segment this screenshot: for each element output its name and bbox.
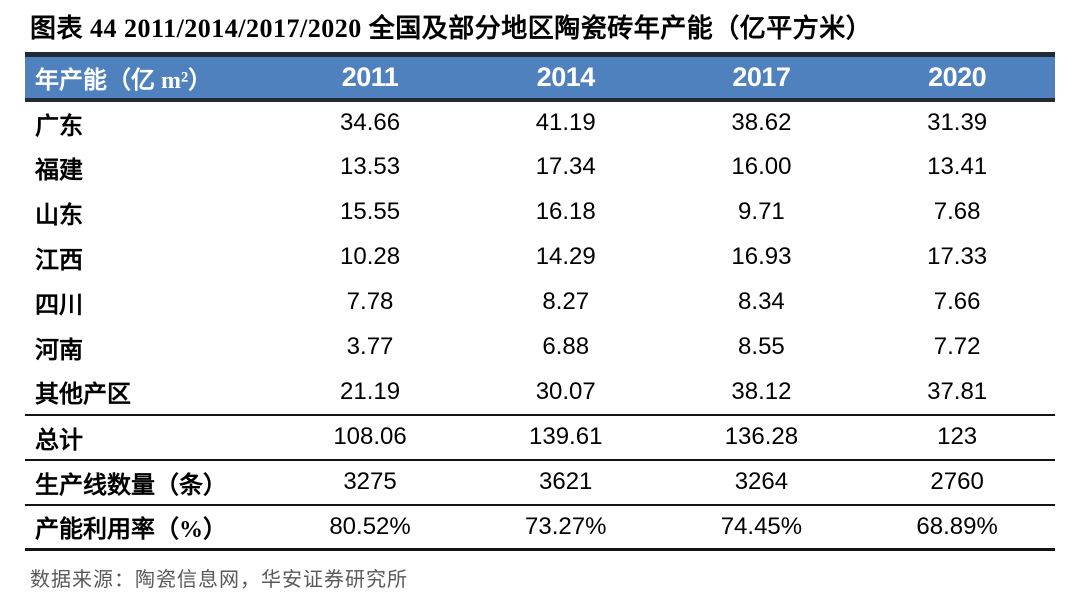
value-cell: 14.29 <box>535 243 596 270</box>
value-cell: 6.88 <box>542 333 590 360</box>
value-cell: 8.27 <box>542 288 590 315</box>
header-cell-2011: 2011 <box>272 52 468 102</box>
table-row-jiangxi: 江西 10.28 14.29 16.93 17.33 <box>25 235 1055 280</box>
value-cell: 8.55 <box>738 333 785 360</box>
region-label: 其他产区 <box>35 382 131 408</box>
value-cell: 8.34 <box>738 288 785 315</box>
value-cell: 34.66 <box>340 109 401 136</box>
value-cell: 2760 <box>859 458 1055 505</box>
region-label: 广东 <box>35 113 83 140</box>
value-cell: 123 <box>859 413 1055 460</box>
value-cell: 13.41 <box>927 153 988 180</box>
value-cell: 68.89% <box>859 503 1055 551</box>
table-row-other-regions: 其他产区 21.19 30.07 38.12 37.81 <box>25 370 1055 415</box>
value-cell: 108.06 <box>272 413 468 460</box>
figure-title: 图表 44 2011/2014/2017/2020 全国及部分地区陶瓷砖年产能（… <box>30 14 873 43</box>
value-cell: 15.55 <box>340 198 401 225</box>
value-cell: 139.61 <box>467 413 664 460</box>
table-header-row: 年产能（亿 m²） 2011 2014 2017 2020 <box>25 52 1055 102</box>
header-cell-2020: 2020 <box>859 52 1055 102</box>
value-cell: 9.71 <box>738 198 785 225</box>
value-cell: 13.53 <box>340 153 401 180</box>
table-row-fujian: 福建 13.53 17.34 16.00 13.41 <box>25 145 1055 190</box>
summary-label: 总计 <box>25 413 273 460</box>
table-row-sichuan: 四川 7.78 8.27 8.34 7.66 <box>25 280 1055 325</box>
value-cell: 3275 <box>272 458 468 505</box>
table-row-production-lines: 生产线数量（条） 3275 3621 3264 2760 <box>25 458 1055 505</box>
value-cell: 74.45% <box>663 503 860 551</box>
value-cell: 37.81 <box>927 377 988 405</box>
value-cell: 38.62 <box>731 109 792 136</box>
summary-label: 生产线数量（条） <box>25 458 273 505</box>
value-cell: 30.07 <box>535 377 596 405</box>
value-cell: 136.28 <box>663 413 860 460</box>
value-cell: 16.18 <box>535 198 596 225</box>
region-label: 福建 <box>35 157 83 184</box>
value-cell: 17.34 <box>535 153 596 180</box>
value-cell: 7.78 <box>346 288 394 315</box>
value-cell: 73.27% <box>467 503 664 551</box>
value-cell: 41.19 <box>535 109 596 136</box>
header-cell-2017: 2017 <box>663 52 860 102</box>
header-cell-2014: 2014 <box>467 52 664 102</box>
value-cell: 7.68 <box>933 198 981 225</box>
capacity-table: 年产能（亿 m²） 2011 2014 2017 2020 广东 34.66 4… <box>25 52 1055 551</box>
table-header: 年产能（亿 m²） 2011 2014 2017 2020 <box>25 52 1055 102</box>
value-cell: 7.72 <box>933 333 981 360</box>
value-cell: 3264 <box>663 458 860 505</box>
table-row-utilization-rate: 产能利用率（%） 80.52% 73.27% 74.45% 68.89% <box>25 503 1055 551</box>
value-cell: 21.19 <box>340 377 401 405</box>
value-cell: 3621 <box>467 458 664 505</box>
region-label: 四川 <box>35 292 83 319</box>
value-cell: 10.28 <box>340 243 401 270</box>
value-cell: 3.77 <box>346 333 394 360</box>
region-label: 江西 <box>35 247 83 274</box>
table-row-henan: 河南 3.77 6.88 8.55 7.72 <box>25 325 1055 370</box>
region-label: 河南 <box>35 337 83 364</box>
table-row-total: 总计 108.06 139.61 136.28 123 <box>25 413 1055 460</box>
value-cell: 16.00 <box>731 153 792 180</box>
value-cell: 17.33 <box>927 243 988 270</box>
header-cell-metric: 年产能（亿 m²） <box>25 52 273 102</box>
value-cell: 31.39 <box>927 109 988 136</box>
region-label: 山东 <box>35 202 83 229</box>
value-cell: 16.93 <box>731 243 792 270</box>
table-row-shandong: 山东 15.55 16.18 9.71 7.68 <box>25 190 1055 235</box>
value-cell: 38.12 <box>731 377 792 405</box>
source-note: 数据来源：陶瓷信息网，华安证券研究所 <box>30 569 408 591</box>
value-cell: 80.52% <box>272 503 468 551</box>
value-cell: 7.66 <box>933 288 981 315</box>
table-row-guangdong: 广东 34.66 41.19 38.62 31.39 <box>25 100 1055 145</box>
summary-label: 产能利用率（%） <box>25 503 273 551</box>
